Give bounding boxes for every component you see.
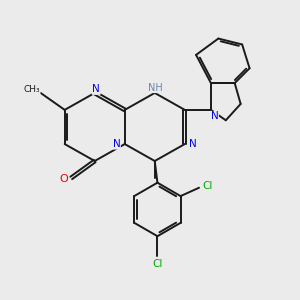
Text: N: N — [189, 139, 197, 149]
Text: O: O — [59, 174, 68, 184]
Text: N: N — [92, 84, 100, 94]
Text: Cl: Cl — [152, 259, 163, 269]
Text: N: N — [112, 139, 120, 149]
Text: Cl: Cl — [202, 181, 212, 191]
Text: N: N — [211, 111, 218, 122]
Text: NH: NH — [148, 82, 163, 93]
Text: CH₃: CH₃ — [23, 85, 40, 94]
